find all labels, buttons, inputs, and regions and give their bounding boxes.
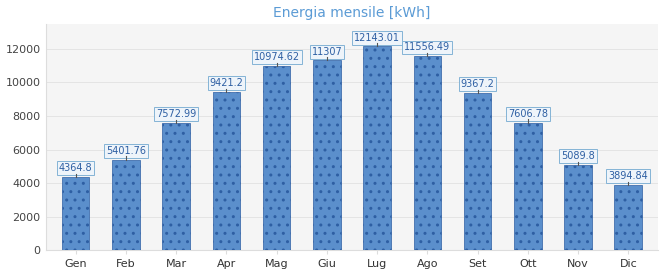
Text: 3894.84: 3894.84 [608,171,648,181]
Bar [313,60,341,251]
Text: 7572.99: 7572.99 [156,109,197,119]
Bar [463,93,491,251]
Title: Energia mensile [kWh]: Energia mensile [kWh] [274,6,431,20]
Text: 12143.01: 12143.01 [354,33,400,43]
Bar [564,165,592,251]
Bar [363,46,391,251]
Text: 10974.62: 10974.62 [254,52,299,62]
Bar [212,92,240,251]
Bar [414,56,441,251]
Bar [112,160,139,251]
Bar [263,66,290,251]
Bar [514,123,542,251]
Text: 11307: 11307 [311,47,342,57]
Text: 5401.76: 5401.76 [106,146,146,156]
Bar [162,123,190,251]
Text: 11556.49: 11556.49 [404,42,450,53]
Text: 4364.8: 4364.8 [59,163,92,173]
Text: 9421.2: 9421.2 [209,78,243,88]
Bar [62,177,90,251]
Bar [614,185,642,251]
Text: 7606.78: 7606.78 [508,109,548,119]
Text: 5089.8: 5089.8 [561,151,595,161]
Text: 9367.2: 9367.2 [461,79,495,89]
